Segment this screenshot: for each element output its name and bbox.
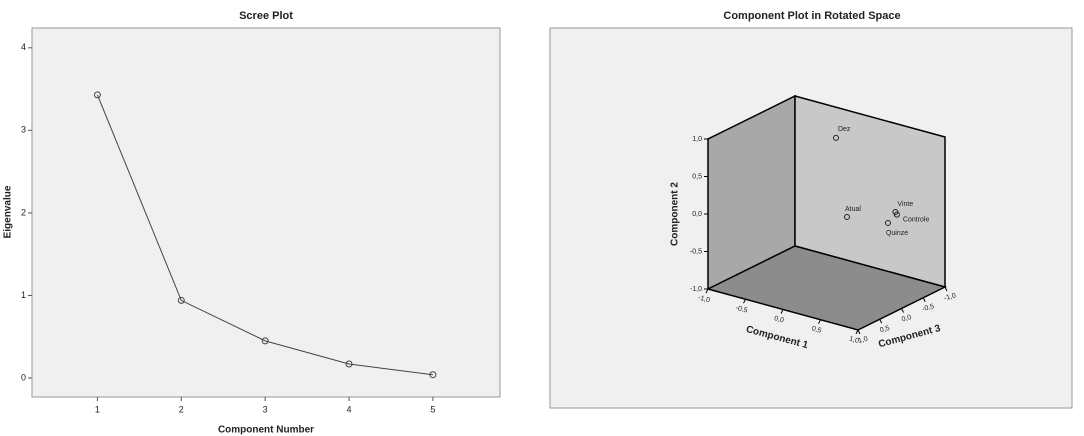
x-tick-label: 0,0 <box>773 315 784 324</box>
x-tick <box>855 329 859 335</box>
z-tick <box>944 286 948 292</box>
z-tick-label: -1,0 <box>943 292 957 302</box>
z-tick-label: 0,5 <box>879 325 890 334</box>
y-tick-label: 2 <box>21 207 26 217</box>
point <box>843 214 850 220</box>
point <box>261 337 269 345</box>
point <box>93 91 101 99</box>
x-tick-label: 1 <box>95 404 100 414</box>
x-tick-label: -1,0 <box>697 294 711 304</box>
x-tick <box>743 299 746 304</box>
y-tick-label: 4 <box>21 42 26 52</box>
x-axis-title: Component Number <box>218 425 314 436</box>
x-tick-label: 2 <box>179 404 184 414</box>
x-tick <box>818 319 821 324</box>
x-tick-label: 1,0 <box>848 336 859 345</box>
point-label: Atual <box>845 206 861 213</box>
z-tick <box>901 308 904 313</box>
point-label: Controle <box>903 216 930 223</box>
y-tick-label: 0 <box>21 372 26 382</box>
point-label: Quinze <box>886 230 908 237</box>
y-tick-label: 1,0 <box>692 136 702 143</box>
x-tick-label: 5 <box>430 404 435 414</box>
point <box>832 134 839 141</box>
y-axis-title: Eigenvalue <box>3 185 14 238</box>
z-tick-label: -0,5 <box>922 303 936 313</box>
y-tick-label: 0,5 <box>692 173 702 180</box>
point <box>893 211 900 218</box>
x-tick-label: 0,5 <box>811 325 822 334</box>
point <box>177 296 185 304</box>
z-tick <box>857 329 861 335</box>
x-tick <box>705 288 709 294</box>
chart-title: Component Plot in Rotated Space <box>723 10 900 22</box>
point <box>345 360 353 368</box>
y-tick-label: -1,0 <box>690 286 702 293</box>
y-tick-label: 1 <box>21 290 26 300</box>
y-tick-label: 3 <box>21 125 26 135</box>
z-tick-label: 1,0 <box>857 336 868 345</box>
x-tick-label: 3 <box>263 404 268 414</box>
y-axis-title: Component 2 <box>670 182 681 246</box>
x-tick-label: -0,5 <box>735 305 749 315</box>
point <box>429 371 437 379</box>
series-line <box>96 94 433 376</box>
plot-area <box>31 27 501 398</box>
z-tick <box>922 297 926 302</box>
y-tick-label: 0,0 <box>692 211 702 218</box>
point-label: Dez <box>838 126 851 133</box>
z-tick-label: 0,0 <box>901 314 912 323</box>
x-tick <box>780 309 784 314</box>
point <box>884 219 891 226</box>
point-label: Vinte <box>897 201 913 208</box>
x-tick-label: 4 <box>347 404 352 414</box>
y-tick-label: -0,5 <box>690 248 702 255</box>
z-tick <box>879 319 883 324</box>
chart-title: Scree Plot <box>239 10 293 22</box>
